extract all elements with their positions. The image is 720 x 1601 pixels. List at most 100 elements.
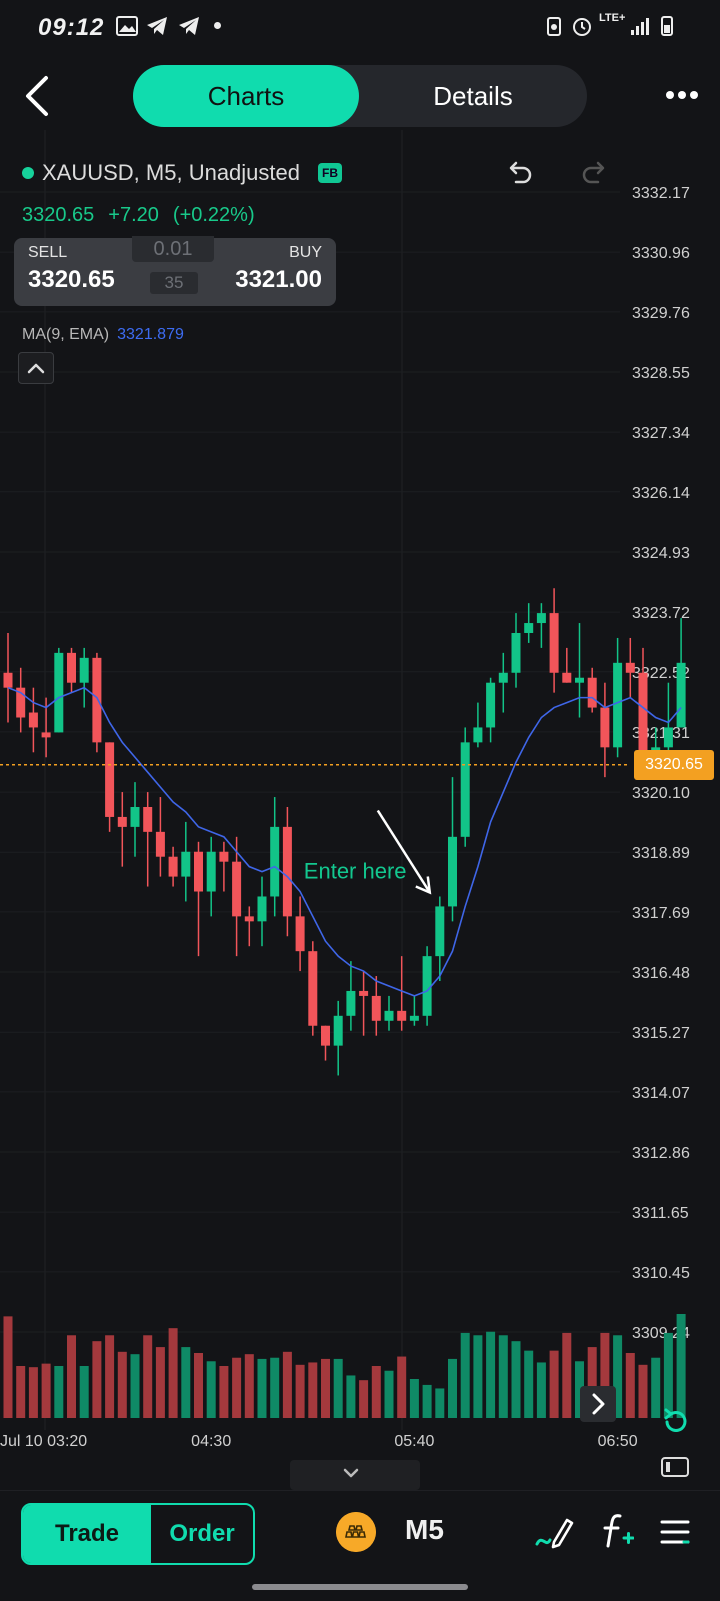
candle-body [244, 916, 254, 922]
chevron-right-icon[interactable] [580, 1386, 616, 1422]
candle-body [676, 662, 686, 728]
trade-button[interactable]: Trade [23, 1505, 151, 1563]
y-tick-label: 3329.76 [632, 305, 690, 322]
lot-size-input[interactable]: 0.01 [132, 236, 214, 262]
candle-body [549, 613, 559, 673]
chevron-down-icon [343, 1468, 359, 1478]
y-tick-label: 3324.93 [632, 545, 690, 562]
x-tick-label: 04:30 [191, 1433, 231, 1450]
y-tick-label: 3320.10 [632, 785, 690, 802]
network-type: LTE+ [599, 12, 626, 24]
volume-bar [549, 1350, 559, 1418]
volume-bar [498, 1335, 508, 1418]
candle-body [206, 851, 216, 892]
candle-body [486, 682, 496, 728]
candle-body [168, 856, 178, 877]
gold-bars-icon[interactable] [336, 1512, 376, 1552]
tab-charts[interactable]: Charts [133, 65, 359, 127]
candle-body [562, 672, 572, 683]
volume-bar [117, 1351, 127, 1418]
candle-body [143, 806, 153, 832]
time-axis-toggle[interactable] [290, 1460, 420, 1490]
y-tick-label: 3326.14 [632, 485, 690, 502]
volume-bar [435, 1388, 445, 1418]
candle-body [155, 831, 165, 857]
volume-bar [219, 1366, 229, 1418]
battery-icon [661, 16, 673, 36]
battery-saver-icon [547, 17, 561, 36]
volume-bar [638, 1364, 648, 1418]
candle-body [333, 1015, 343, 1046]
indicators-icon[interactable] [600, 1512, 634, 1550]
candle-body [625, 662, 635, 673]
reset-view-icon[interactable] [658, 1404, 694, 1440]
y-tick-label: 3316.48 [632, 965, 690, 982]
candle-body [511, 632, 521, 673]
candle-body [3, 672, 13, 688]
volume-bar [168, 1328, 178, 1418]
sell-label: SELL [28, 244, 68, 261]
candle-body [359, 990, 369, 996]
candle-body [105, 742, 115, 817]
volume-bar [371, 1366, 381, 1418]
volume-bar [511, 1341, 521, 1418]
y-tick-label: 3311.65 [632, 1205, 689, 1222]
candle-body [295, 916, 305, 952]
menu-icon[interactable] [660, 1518, 690, 1546]
candle-body [498, 672, 508, 683]
volume-bar [181, 1347, 191, 1418]
candle-body [54, 652, 64, 733]
candle-body [435, 906, 445, 957]
candle-body [117, 816, 127, 827]
symbol-header[interactable]: XAUUSD, M5, Unadjusted FB [22, 160, 342, 186]
layout-icon[interactable] [660, 1456, 690, 1478]
volume-bar [600, 1332, 610, 1418]
trade-order-toggle: Trade Order [21, 1503, 255, 1565]
indicator-name: MA(9, EMA) [22, 326, 110, 343]
alarm-icon [573, 18, 591, 36]
volume-bar [359, 1380, 369, 1418]
candle-body [397, 1010, 407, 1021]
volume-bar [194, 1353, 203, 1418]
candle-body [257, 896, 267, 922]
home-indicator[interactable] [252, 1584, 468, 1590]
volume-bar [460, 1332, 470, 1418]
notification-dot-icon [214, 22, 221, 29]
volume-bar [397, 1356, 407, 1418]
order-button[interactable]: Order [169, 1520, 235, 1547]
volume-bar [28, 1367, 38, 1418]
y-tick-label: 3323.72 [632, 605, 690, 622]
volume-bar [346, 1375, 356, 1418]
back-icon[interactable] [20, 74, 60, 118]
candle-body [232, 861, 242, 917]
volume-bar [270, 1357, 280, 1418]
y-tick-label: 3332.17 [632, 185, 690, 202]
candle-body [638, 672, 648, 753]
price-chart[interactable]: 3332.17 3330.96 3329.76 3328.55 3327.34 3326.… [0, 130, 720, 1460]
volume-bar [448, 1358, 457, 1418]
ema-line [7, 686, 682, 997]
indicator-legend[interactable]: MA(9, EMA) 3321.879 [22, 326, 184, 344]
more-options-icon[interactable] [664, 84, 700, 106]
quote-line: 3320.65 +7.20 (+0.22%) [22, 204, 269, 227]
volume-bar [54, 1366, 64, 1418]
volume-bar [524, 1350, 534, 1418]
chevron-up-icon[interactable] [18, 352, 54, 384]
volume-bar [41, 1363, 51, 1418]
volume-bar [92, 1341, 102, 1418]
candle-body [600, 707, 610, 748]
redo-icon[interactable] [580, 160, 608, 188]
volume-bar [67, 1335, 76, 1418]
volume-bar [79, 1366, 89, 1418]
indicator-value: 3321.879 [117, 326, 184, 343]
tab-details[interactable]: Details [433, 80, 513, 111]
timeframe-selector[interactable]: M5 [405, 1514, 444, 1545]
drawing-tools-icon[interactable] [534, 1514, 574, 1550]
volume-bar [105, 1335, 115, 1418]
sell-price-button[interactable]: 3320.65 [28, 266, 115, 293]
buy-price-button[interactable]: 3321.00 [235, 266, 322, 293]
undo-icon[interactable] [506, 160, 534, 188]
candle-body [321, 1025, 330, 1046]
status-bar: 09:12 LTE+ [0, 0, 720, 52]
candle-body [28, 712, 38, 728]
